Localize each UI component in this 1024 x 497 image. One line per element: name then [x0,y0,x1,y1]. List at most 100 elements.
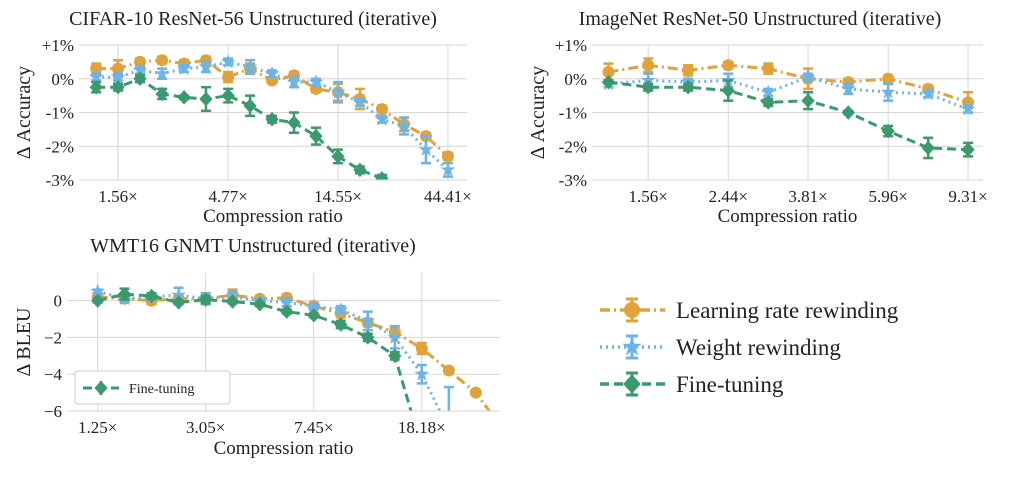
y-tick-label: −4 [44,365,63,384]
y-axis-label: Δ Accuracy [527,66,549,159]
data-point-star [90,283,106,298]
data-point-star [840,81,856,96]
data-point-diamond [841,105,855,120]
data-point-diamond [375,171,389,180]
data-point-star [306,298,322,313]
inner-legend-frame [74,370,231,405]
data-point-diamond [265,112,279,127]
data-point-circle [642,59,655,72]
y-axis-label: Δ BLEU [13,307,35,377]
data-point-diamond [681,79,695,95]
y-tick-label: 0 [54,292,63,311]
data-point-star [176,60,192,75]
data-point-circle [133,55,146,68]
diamond-icon [623,374,641,394]
data-point-star [360,313,376,328]
series-fine-tuning [601,74,975,160]
series-weight-rewinding [88,54,456,178]
data-point-diamond [117,286,132,302]
data-point-star [88,69,104,84]
data-point-circle [441,150,454,163]
data-point-diamond [641,79,655,95]
x-tick-label: 3.81× [788,187,827,206]
x-tick-label: 1.56× [628,187,667,206]
data-point-diamond [287,115,301,130]
series-line [608,80,969,152]
inner-legend: Fine-tuning [74,370,231,405]
y-tick-label: -1% [559,104,587,123]
y-tick-label: −2 [44,328,62,347]
plot-area [601,57,976,160]
data-point-star [279,294,295,309]
series-fine-tuning [89,71,389,180]
data-point-star [880,84,896,99]
data-point-star [760,84,776,99]
subplot-title: WMT16 GNMT Unstructured (iterative) [90,235,416,257]
x-tick-label: 7.45× [294,418,333,437]
subplot-title: CIFAR-10 ResNet-56 Unstructured (iterati… [69,8,437,30]
data-point-circle [375,103,388,116]
series-weight-rewinding [601,69,976,116]
data-point-diamond [111,79,125,95]
data-point-circle [602,66,615,78]
series-line [97,293,492,411]
data-point-diamond [881,123,895,139]
legend: Learning rate rewinding Weight rewinding… [575,282,930,400]
star-icon [622,336,642,356]
data-point-circle [762,62,775,75]
legend-label-weight-rewinding: Weight rewinding [676,335,841,360]
x-tick-label: 1.25× [78,418,117,437]
data-point-diamond [601,74,616,90]
data-point-diamond [761,95,775,110]
data-point-diamond [415,441,428,455]
data-point-diamond [253,297,267,312]
x-tick-label: 1.56× [98,187,137,206]
y-tick-label: -2% [46,137,74,156]
data-point-circle [442,364,455,377]
data-point-star [198,59,214,74]
data-point-star [418,141,434,156]
y-axis-label: Δ Accuracy [13,66,35,159]
x-tick-label: 14.55× [314,187,362,206]
data-point-star [374,111,390,126]
x-axis-label: Compression ratio [214,438,354,459]
x-tick-label: 44.41× [424,187,472,206]
series-line [97,289,442,411]
data-point-diamond [721,83,735,98]
data-point-star [333,302,349,317]
legend-label-fine-tuning: Fine-tuning [676,372,784,397]
data-point-circle [497,423,509,435]
data-point-diamond [361,330,375,345]
series-lr-rewinding [602,57,975,114]
data-point-circle [882,72,895,85]
series-line [608,63,969,104]
x-tick-label: 5.96× [869,187,908,206]
y-tick-label: 0% [564,70,587,89]
plot-area [88,54,456,180]
data-point-diamond [388,348,402,363]
y-tick-label: -3% [46,171,74,190]
data-point-star [414,366,430,381]
data-point-circle [112,62,125,75]
x-axis-label: Compression ratio [718,206,858,227]
circle-icon [624,302,640,318]
data-point-diamond [921,140,935,156]
series-lr-rewinding [91,288,509,435]
data-point-star [396,118,412,133]
data-point-star [387,329,403,344]
subplot-1: +1% 0% -1% -2% -3% 1.56× 4.77× 14.55× 44.41× CIFA… [13,8,472,227]
data-point-star [171,287,187,302]
y-tick-label: -1% [46,104,74,123]
x-tick-label: 2.44× [709,187,748,206]
y-tick-label: -3% [559,171,587,190]
data-point-diamond [172,295,186,310]
data-point-circle [469,386,482,399]
data-point-diamond [309,128,323,144]
data-point-star [220,54,236,69]
data-point-star [154,65,170,80]
data-point-diamond [177,90,191,105]
data-point-diamond [91,293,105,308]
data-point-circle [90,62,103,75]
x-tick-label: 18.18× [398,418,446,437]
